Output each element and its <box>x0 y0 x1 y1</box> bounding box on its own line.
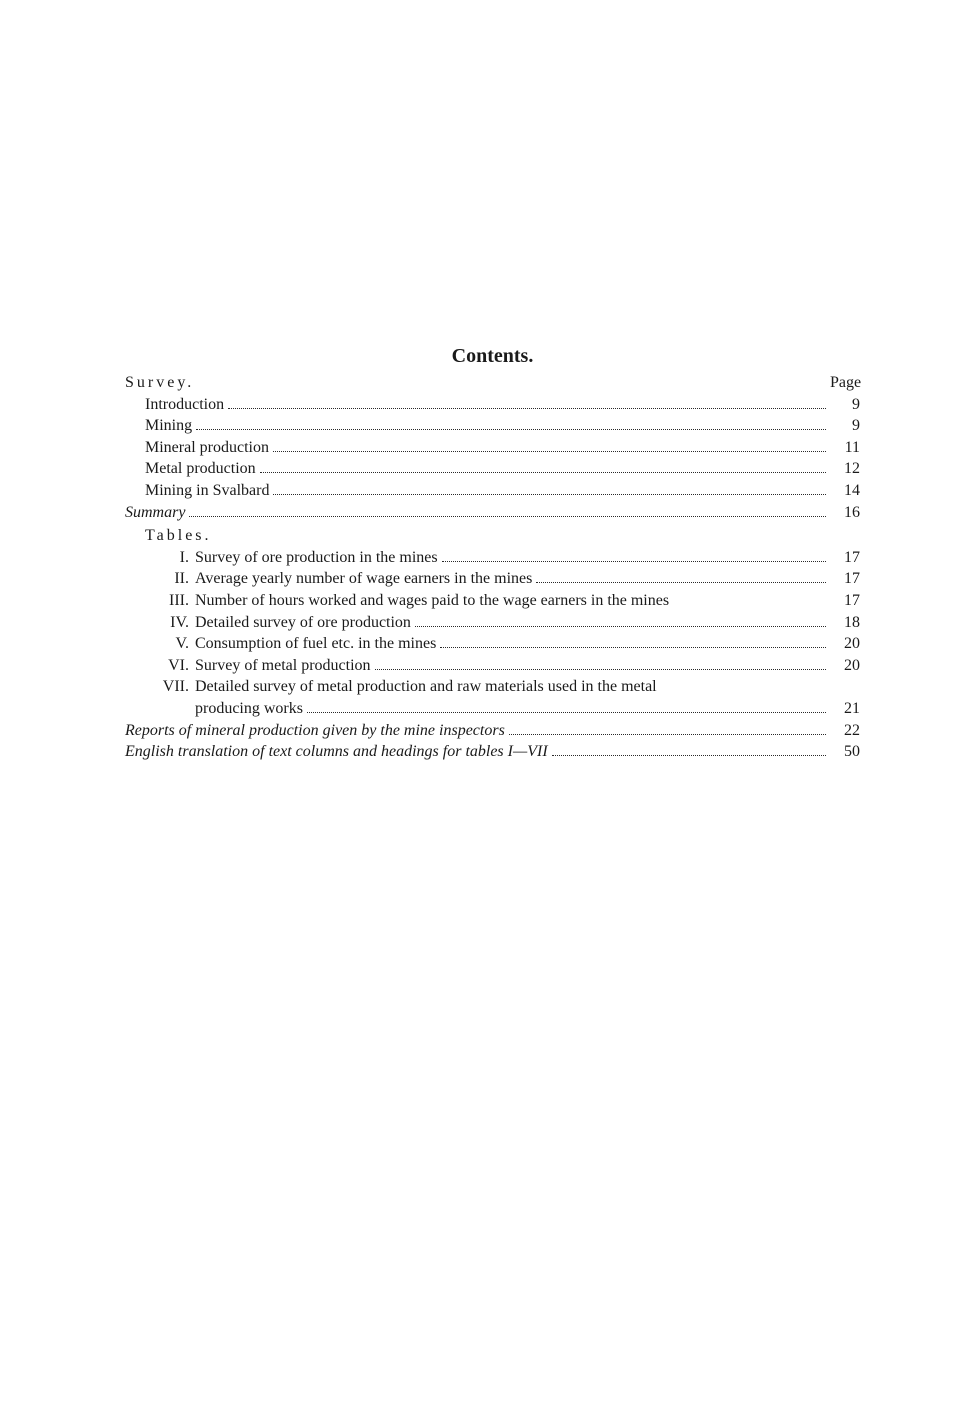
leader-dots <box>442 548 826 562</box>
footer-page: 22 <box>830 720 860 742</box>
table-vii-page: 21 <box>830 698 860 720</box>
table-label: Detailed survey of ore production <box>195 612 411 634</box>
leader-dots <box>375 656 826 670</box>
footer-label: Reports of mineral production given by t… <box>125 720 505 742</box>
table-row: VI. Survey of metal production 20 <box>125 655 860 677</box>
table-page: 17 <box>830 568 860 590</box>
table-roman-vii: VII. <box>153 676 189 698</box>
table-page: 20 <box>830 633 860 655</box>
survey-item-label: Introduction <box>145 394 224 416</box>
survey-item-label: Mineral production <box>145 437 269 459</box>
table-page: 17 <box>830 590 860 612</box>
leader-dots <box>536 570 826 584</box>
table-roman: I. <box>153 547 189 569</box>
survey-item-label: Mining <box>145 415 192 437</box>
footer-row: English translation of text columns and … <box>125 741 860 763</box>
survey-item-row: Mining 9 <box>125 415 860 437</box>
page-header-label: Page <box>830 372 860 394</box>
table-row: II. Average yearly number of wage earners… <box>125 568 860 590</box>
tables-heading: Tables. <box>125 525 212 547</box>
table-label: Survey of metal production <box>195 655 371 677</box>
table-label: Consumption of fuel etc. in the mines <box>195 633 436 655</box>
tables-list: I. Survey of ore production in the mines 1… <box>125 547 860 677</box>
leader-dots <box>552 742 826 756</box>
table-page: 18 <box>830 612 860 634</box>
survey-item-page: 9 <box>830 394 860 416</box>
leader-dots <box>196 416 826 430</box>
survey-item-page: 12 <box>830 458 860 480</box>
footer-page: 50 <box>830 741 860 763</box>
table-row: I. Survey of ore production in the mines 1… <box>125 547 860 569</box>
table-label: Survey of ore production in the mines <box>195 547 438 569</box>
leader-dots <box>189 503 826 517</box>
table-label: Number of hours worked and wages paid to… <box>195 590 669 612</box>
table-row-vii-line2: producing works 21 <box>125 698 860 720</box>
table-page: 17 <box>830 547 860 569</box>
leader-dots <box>440 634 826 648</box>
table-row-vii-line1: VII. Detailed survey of metal production… <box>125 676 860 698</box>
table-row: V. Consumption of fuel etc. in the mines 2… <box>125 633 860 655</box>
survey-item-row: Metal production 12 <box>125 458 860 480</box>
table-roman: V. <box>153 633 189 655</box>
leader-dots <box>509 721 826 735</box>
table-roman: IV. <box>153 612 189 634</box>
survey-heading: Survey. <box>125 372 194 394</box>
survey-heading-row: Survey. Page <box>125 372 860 394</box>
survey-item-page: 9 <box>830 415 860 437</box>
contents-page: Contents. Survey. Page Introduction9Mini… <box>0 0 960 763</box>
leader-dots <box>273 438 826 452</box>
survey-item-label: Mining in Svalbard <box>145 480 269 502</box>
survey-item-row: Introduction 9 <box>125 394 860 416</box>
tables-heading-row: Tables. <box>125 525 860 547</box>
footer-row: Reports of mineral production given by t… <box>125 720 860 742</box>
footer-label: English translation of text columns and … <box>125 741 548 763</box>
summary-page: 16 <box>830 502 860 524</box>
table-vii-label-line2: producing works <box>195 698 303 720</box>
survey-item-page: 14 <box>830 480 860 502</box>
table-label: Average yearly number of wage earners in… <box>195 568 532 590</box>
table-roman: III. <box>153 590 189 612</box>
leader-dots <box>228 395 826 409</box>
survey-item-row: Mining in Svalbard 14 <box>125 480 860 502</box>
survey-list: Introduction 9 Mining 9 Mineral production 11… <box>125 394 860 502</box>
table-roman: II. <box>153 568 189 590</box>
summary-label: Summary <box>125 502 185 524</box>
summary-row: Summary 16 <box>125 502 860 524</box>
table-roman: VI. <box>153 655 189 677</box>
contents-title: Contents. <box>125 345 860 368</box>
survey-item-row: Mineral production 11 <box>125 437 860 459</box>
leader-dots <box>273 481 826 495</box>
table-row: IV. Detailed survey of ore production 18 <box>125 612 860 634</box>
table-page: 20 <box>830 655 860 677</box>
table-row: III. Number of hours worked and wages pai… <box>125 590 860 612</box>
leader-dots <box>260 460 826 474</box>
leader-dots <box>415 613 826 627</box>
footer-list: Reports of mineral production given by t… <box>125 720 860 763</box>
survey-item-page: 11 <box>830 437 860 459</box>
survey-item-label: Metal production <box>145 458 256 480</box>
table-vii-label-line1: Detailed survey of metal production and … <box>195 676 657 698</box>
leader-dots <box>307 699 826 713</box>
